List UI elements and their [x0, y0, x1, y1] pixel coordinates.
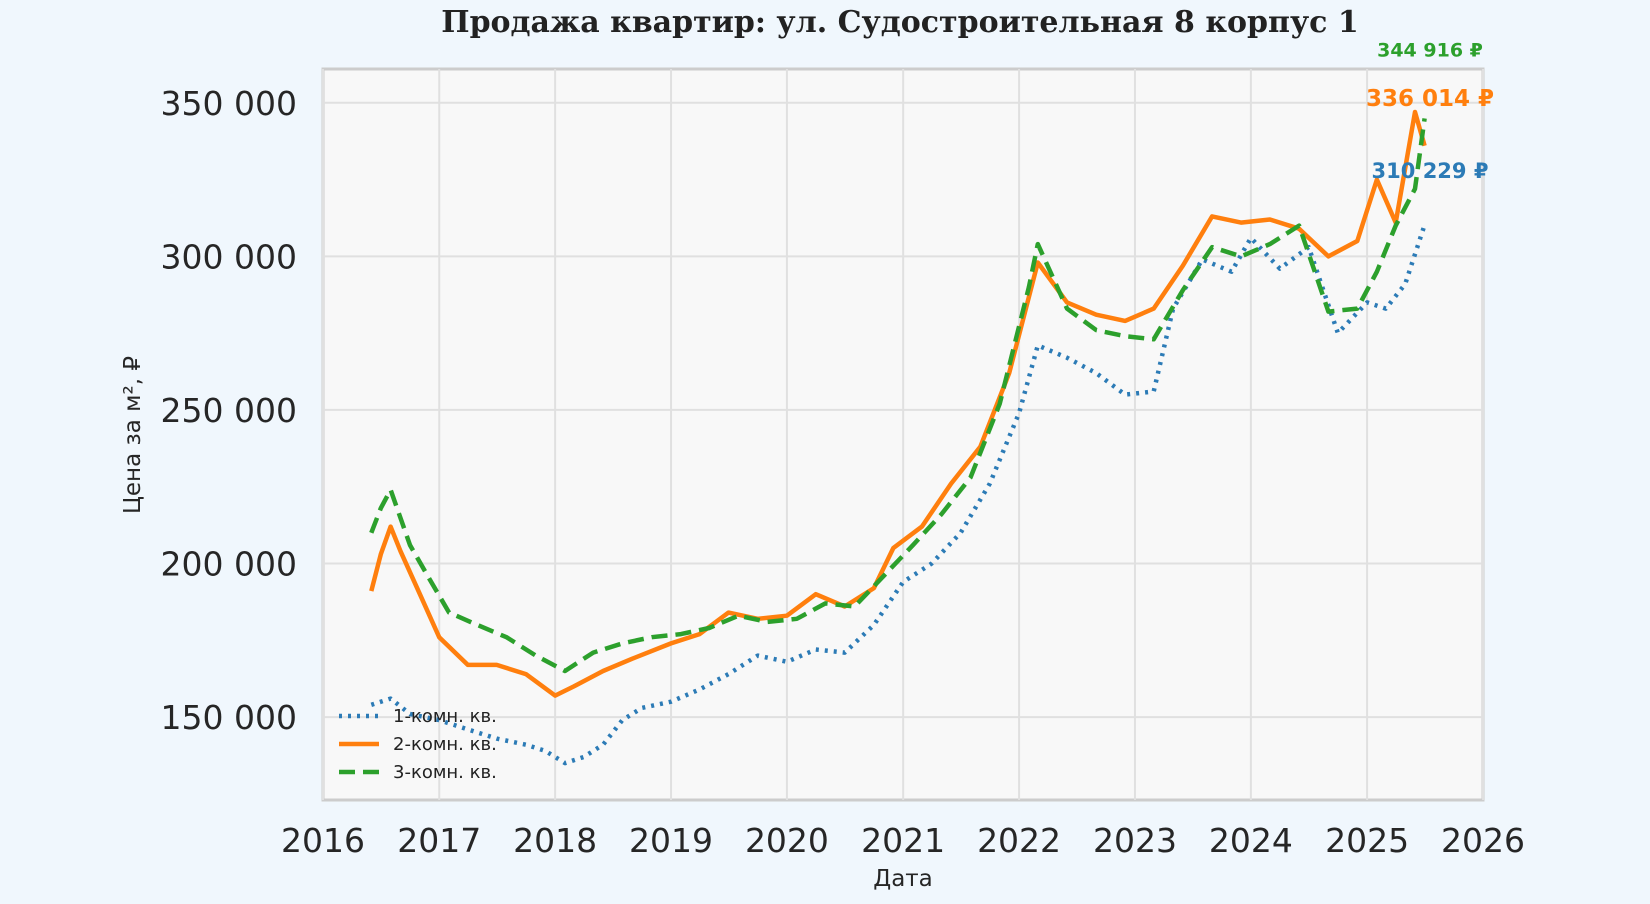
y-axis: 150 000 200 000 250 000 300 000 350 000: [161, 84, 297, 737]
end-labels: 310 229 ₽ 336 014 ₽ 344 916 ₽: [1366, 40, 1494, 183]
y-tick-label: 350 000: [161, 84, 297, 123]
chart-title: Продажа квартир: ул. Судостроительная 8 …: [441, 5, 1359, 40]
grid: [322, 69, 1484, 800]
y-tick-label: 150 000: [161, 698, 297, 737]
x-tick-label: 2025: [1325, 821, 1409, 860]
x-tick-label: 2026: [1441, 821, 1525, 860]
series-line-3: [369, 118, 1427, 674]
x-tick-label: 2021: [861, 821, 945, 860]
y-axis-label: Цена за м², ₽: [120, 356, 146, 514]
legend: 1-комн. кв. 2-комн. кв. 3-комн. кв.: [339, 706, 497, 783]
x-tick-label: 2022: [977, 821, 1061, 860]
y-tick-label: 300 000: [161, 237, 297, 276]
x-tick-label: 2016: [281, 821, 365, 860]
x-tick-label: 2023: [1093, 821, 1177, 860]
x-tick-label: 2024: [1209, 821, 1293, 860]
y-tick-label: 250 000: [161, 391, 297, 430]
x-axis: 2016 2017 2018 2019 2020 2021 2022 2023 2024 2025…: [281, 821, 1525, 860]
x-tick-label: 2018: [513, 821, 597, 860]
end-value-label-3: 344 916 ₽: [1377, 40, 1483, 62]
series-line-2: [369, 109, 1427, 698]
end-value-label-2: 336 014 ₽: [1366, 86, 1494, 112]
y-tick-label: 200 000: [161, 545, 297, 584]
x-tick-label: 2020: [745, 821, 829, 860]
series-group: [369, 109, 1427, 766]
x-axis-label: Дата: [873, 866, 933, 892]
legend-label-2: 2-комн. кв.: [393, 734, 497, 755]
legend-label-3: 3-комн. кв.: [393, 762, 497, 783]
x-tick-label: 2019: [629, 821, 713, 860]
end-value-label-1: 310 229 ₽: [1372, 159, 1489, 183]
x-tick-label: 2017: [397, 821, 481, 860]
legend-label-1: 1-комн. кв.: [393, 706, 497, 727]
series-line-1: [370, 224, 1427, 766]
